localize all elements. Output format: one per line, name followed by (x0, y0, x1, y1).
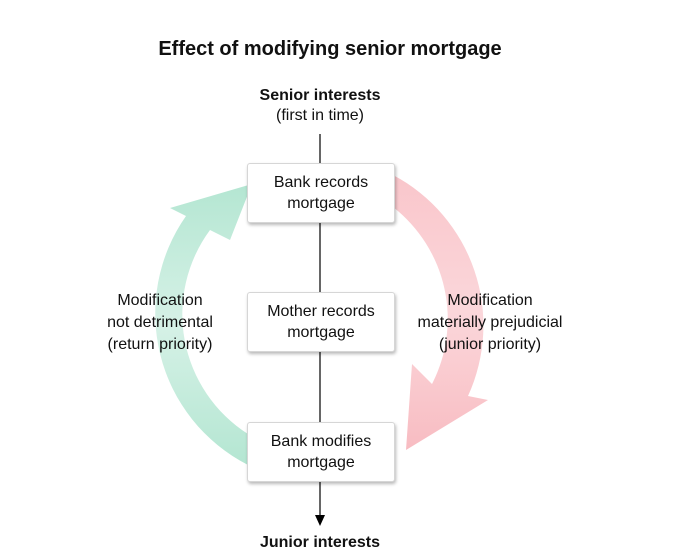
left-arrow-label: Modification not detrimental (return pri… (107, 292, 213, 353)
mother-records-mortgage-text: Mother records mortgage (267, 303, 375, 341)
diagram-title: Effect of modifying senior mortgage (158, 38, 502, 60)
bank-records-mortgage-text: Bank records mortgage (273, 174, 369, 212)
bank-records-mortgage-box: Bank records mortgage (247, 163, 395, 223)
priority-axis-arrowhead (315, 515, 325, 526)
senior-interests-heading: Senior interests (259, 87, 381, 104)
bank-modifies-mortgage-text: Bank modifies mortgage (270, 433, 372, 471)
left-cycle-arrow (155, 184, 252, 465)
right-arrow-label: Modification materially prejudicial (jun… (417, 292, 563, 353)
senior-interests-label: Senior interests (first in time) (220, 86, 420, 126)
junior-interests-label: Junior interests (259, 534, 381, 551)
mother-records-mortgage-box: Mother records mortgage (247, 292, 395, 352)
bank-modifies-mortgage-box: Bank modifies mortgage (247, 422, 395, 482)
senior-interests-subtext: (first in time) (276, 107, 364, 124)
right-cycle-arrow (393, 175, 488, 450)
